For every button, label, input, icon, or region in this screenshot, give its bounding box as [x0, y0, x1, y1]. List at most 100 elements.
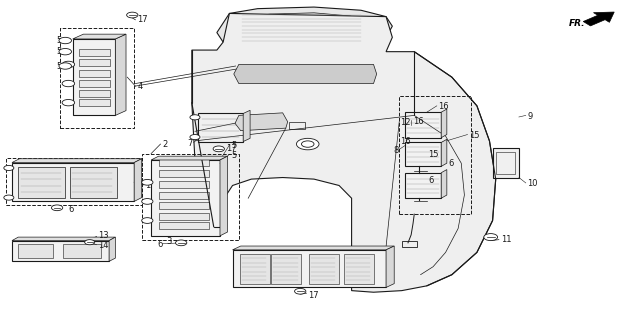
- Bar: [402, 241, 418, 247]
- Bar: [159, 192, 208, 199]
- Polygon shape: [151, 156, 227, 160]
- Polygon shape: [12, 237, 116, 241]
- Polygon shape: [134, 159, 142, 201]
- Circle shape: [296, 138, 319, 150]
- Text: 13: 13: [98, 231, 109, 240]
- Bar: [271, 254, 301, 284]
- Circle shape: [142, 180, 153, 185]
- Text: 5: 5: [231, 151, 237, 160]
- Bar: [159, 181, 208, 188]
- Text: 15: 15: [469, 131, 480, 140]
- Text: 7: 7: [187, 139, 192, 148]
- Bar: [344, 254, 374, 284]
- Polygon shape: [441, 170, 447, 198]
- Text: 16: 16: [438, 102, 448, 111]
- Bar: [79, 100, 111, 107]
- Circle shape: [4, 165, 14, 171]
- Bar: [79, 59, 111, 66]
- Circle shape: [4, 195, 14, 200]
- Bar: [151, 160, 220, 236]
- Polygon shape: [220, 156, 227, 236]
- Text: 8: 8: [393, 146, 399, 155]
- Bar: [495, 152, 514, 174]
- Polygon shape: [232, 246, 394, 250]
- Text: 4: 4: [138, 82, 143, 91]
- Text: 15: 15: [428, 150, 438, 159]
- Bar: [79, 80, 111, 87]
- Bar: [6, 158, 143, 205]
- Polygon shape: [235, 113, 288, 131]
- Text: 3: 3: [167, 237, 172, 246]
- Circle shape: [51, 205, 63, 211]
- Bar: [159, 159, 208, 166]
- Text: 6: 6: [68, 205, 73, 214]
- Bar: [399, 96, 470, 214]
- Bar: [60, 28, 134, 128]
- Text: 6: 6: [449, 159, 454, 168]
- Circle shape: [62, 100, 75, 106]
- Polygon shape: [386, 246, 394, 287]
- Bar: [232, 250, 386, 287]
- Text: 2: 2: [163, 140, 168, 149]
- Text: 5: 5: [57, 36, 62, 45]
- Bar: [405, 112, 441, 138]
- Bar: [309, 254, 339, 284]
- Bar: [159, 222, 208, 229]
- Bar: [70, 167, 117, 198]
- Bar: [289, 122, 305, 129]
- Circle shape: [301, 141, 314, 147]
- Bar: [492, 148, 519, 178]
- Text: 17: 17: [308, 291, 318, 300]
- Bar: [18, 244, 53, 258]
- Bar: [63, 244, 101, 258]
- Bar: [159, 213, 208, 220]
- Text: FR.: FR.: [568, 19, 585, 28]
- Text: 12: 12: [401, 118, 411, 127]
- Bar: [73, 39, 116, 116]
- Bar: [159, 202, 208, 209]
- Polygon shape: [217, 7, 392, 53]
- Polygon shape: [583, 12, 614, 26]
- Text: 16: 16: [413, 116, 424, 126]
- Polygon shape: [192, 13, 495, 292]
- Circle shape: [62, 80, 75, 87]
- Text: 5: 5: [57, 61, 62, 70]
- Circle shape: [85, 240, 95, 245]
- Bar: [240, 254, 270, 284]
- Bar: [405, 173, 441, 198]
- Circle shape: [59, 49, 72, 55]
- Bar: [79, 69, 111, 76]
- Circle shape: [62, 61, 75, 68]
- Text: 6: 6: [158, 240, 163, 249]
- Polygon shape: [234, 64, 377, 84]
- Polygon shape: [73, 34, 126, 39]
- Polygon shape: [441, 139, 447, 166]
- Text: 10: 10: [527, 180, 538, 188]
- Polygon shape: [12, 159, 142, 163]
- Text: 1: 1: [145, 181, 150, 190]
- Polygon shape: [243, 110, 250, 141]
- Circle shape: [142, 218, 153, 223]
- Text: 17: 17: [138, 15, 148, 24]
- Text: 5: 5: [231, 141, 237, 150]
- Text: 17: 17: [226, 144, 237, 153]
- Text: 6: 6: [428, 176, 433, 185]
- Circle shape: [127, 12, 138, 18]
- Circle shape: [59, 63, 72, 69]
- Bar: [405, 142, 441, 166]
- Circle shape: [175, 240, 187, 246]
- Bar: [79, 49, 111, 56]
- Text: 9: 9: [527, 112, 533, 121]
- Circle shape: [484, 234, 497, 241]
- Polygon shape: [231, 13, 371, 45]
- Bar: [12, 163, 134, 201]
- Text: 11: 11: [501, 235, 511, 244]
- Polygon shape: [441, 109, 447, 138]
- Polygon shape: [116, 34, 126, 116]
- Bar: [79, 90, 111, 97]
- Bar: [18, 167, 65, 198]
- Bar: [198, 114, 243, 141]
- Polygon shape: [109, 237, 116, 261]
- Circle shape: [295, 288, 306, 294]
- Bar: [12, 241, 109, 261]
